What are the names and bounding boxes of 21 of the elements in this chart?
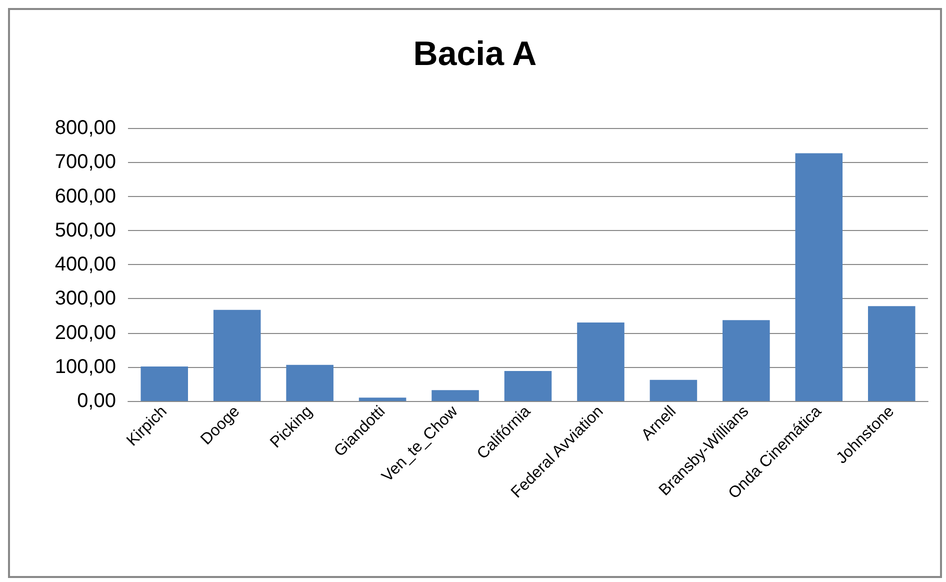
bar xyxy=(432,390,479,401)
bar xyxy=(213,310,261,401)
bar xyxy=(650,380,698,401)
bar xyxy=(140,366,188,401)
y-tick-label: 500,00 xyxy=(54,219,116,242)
bar xyxy=(358,398,406,401)
y-tick-label: 800,00 xyxy=(54,117,116,139)
y-tick-label: 100,00 xyxy=(54,356,116,378)
bar xyxy=(868,306,916,401)
bar xyxy=(286,364,334,401)
chart-title: Bacia A xyxy=(413,35,537,73)
bar xyxy=(795,153,843,401)
y-tick-label: 300,00 xyxy=(54,288,116,310)
y-tick-label: 600,00 xyxy=(54,185,116,208)
y-tick-label: 0,00 xyxy=(77,390,116,412)
bar xyxy=(504,370,552,401)
y-tick-label: 700,00 xyxy=(54,151,116,174)
y-tick-label: 200,00 xyxy=(54,322,116,344)
bar xyxy=(577,322,624,401)
y-tick-label: 400,00 xyxy=(54,254,116,276)
bar xyxy=(722,320,770,401)
